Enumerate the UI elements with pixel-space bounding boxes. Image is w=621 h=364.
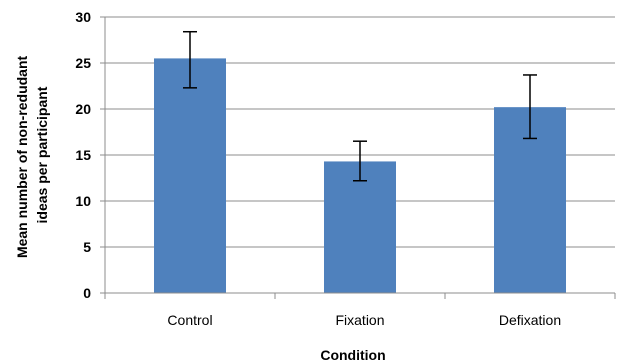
y-axis-title-line-2: ideas per participant: [34, 86, 50, 223]
y-tick-labels: 0 5 10 15 20 25 30: [75, 9, 91, 301]
x-axis-title: Condition: [320, 347, 385, 363]
error-bars: [183, 30, 537, 182]
bar-fixation: [324, 161, 396, 293]
y-tick-label-5: 5: [83, 239, 91, 255]
y-tick-label-25: 25: [75, 55, 91, 71]
x-category-label-control: Control: [167, 312, 212, 328]
x-category-label-fixation: Fixation: [335, 312, 384, 328]
y-tick-label-10: 10: [75, 193, 91, 209]
y-axis-title-line-1: Mean number of non-redudant: [14, 56, 30, 259]
x-category-labels: Control Fixation Defixation: [167, 312, 561, 328]
y-axis-title: Mean number of non-redudant ideas per pa…: [14, 52, 50, 258]
y-tick-label-15: 15: [75, 147, 91, 163]
y-tick-label-30: 30: [75, 9, 91, 25]
x-category-label-defixation: Defixation: [499, 312, 561, 328]
bar-control: [154, 58, 226, 294]
y-tick-label-0: 0: [83, 285, 91, 301]
axes: [100, 16, 616, 299]
y-tick-label-20: 20: [75, 101, 91, 117]
